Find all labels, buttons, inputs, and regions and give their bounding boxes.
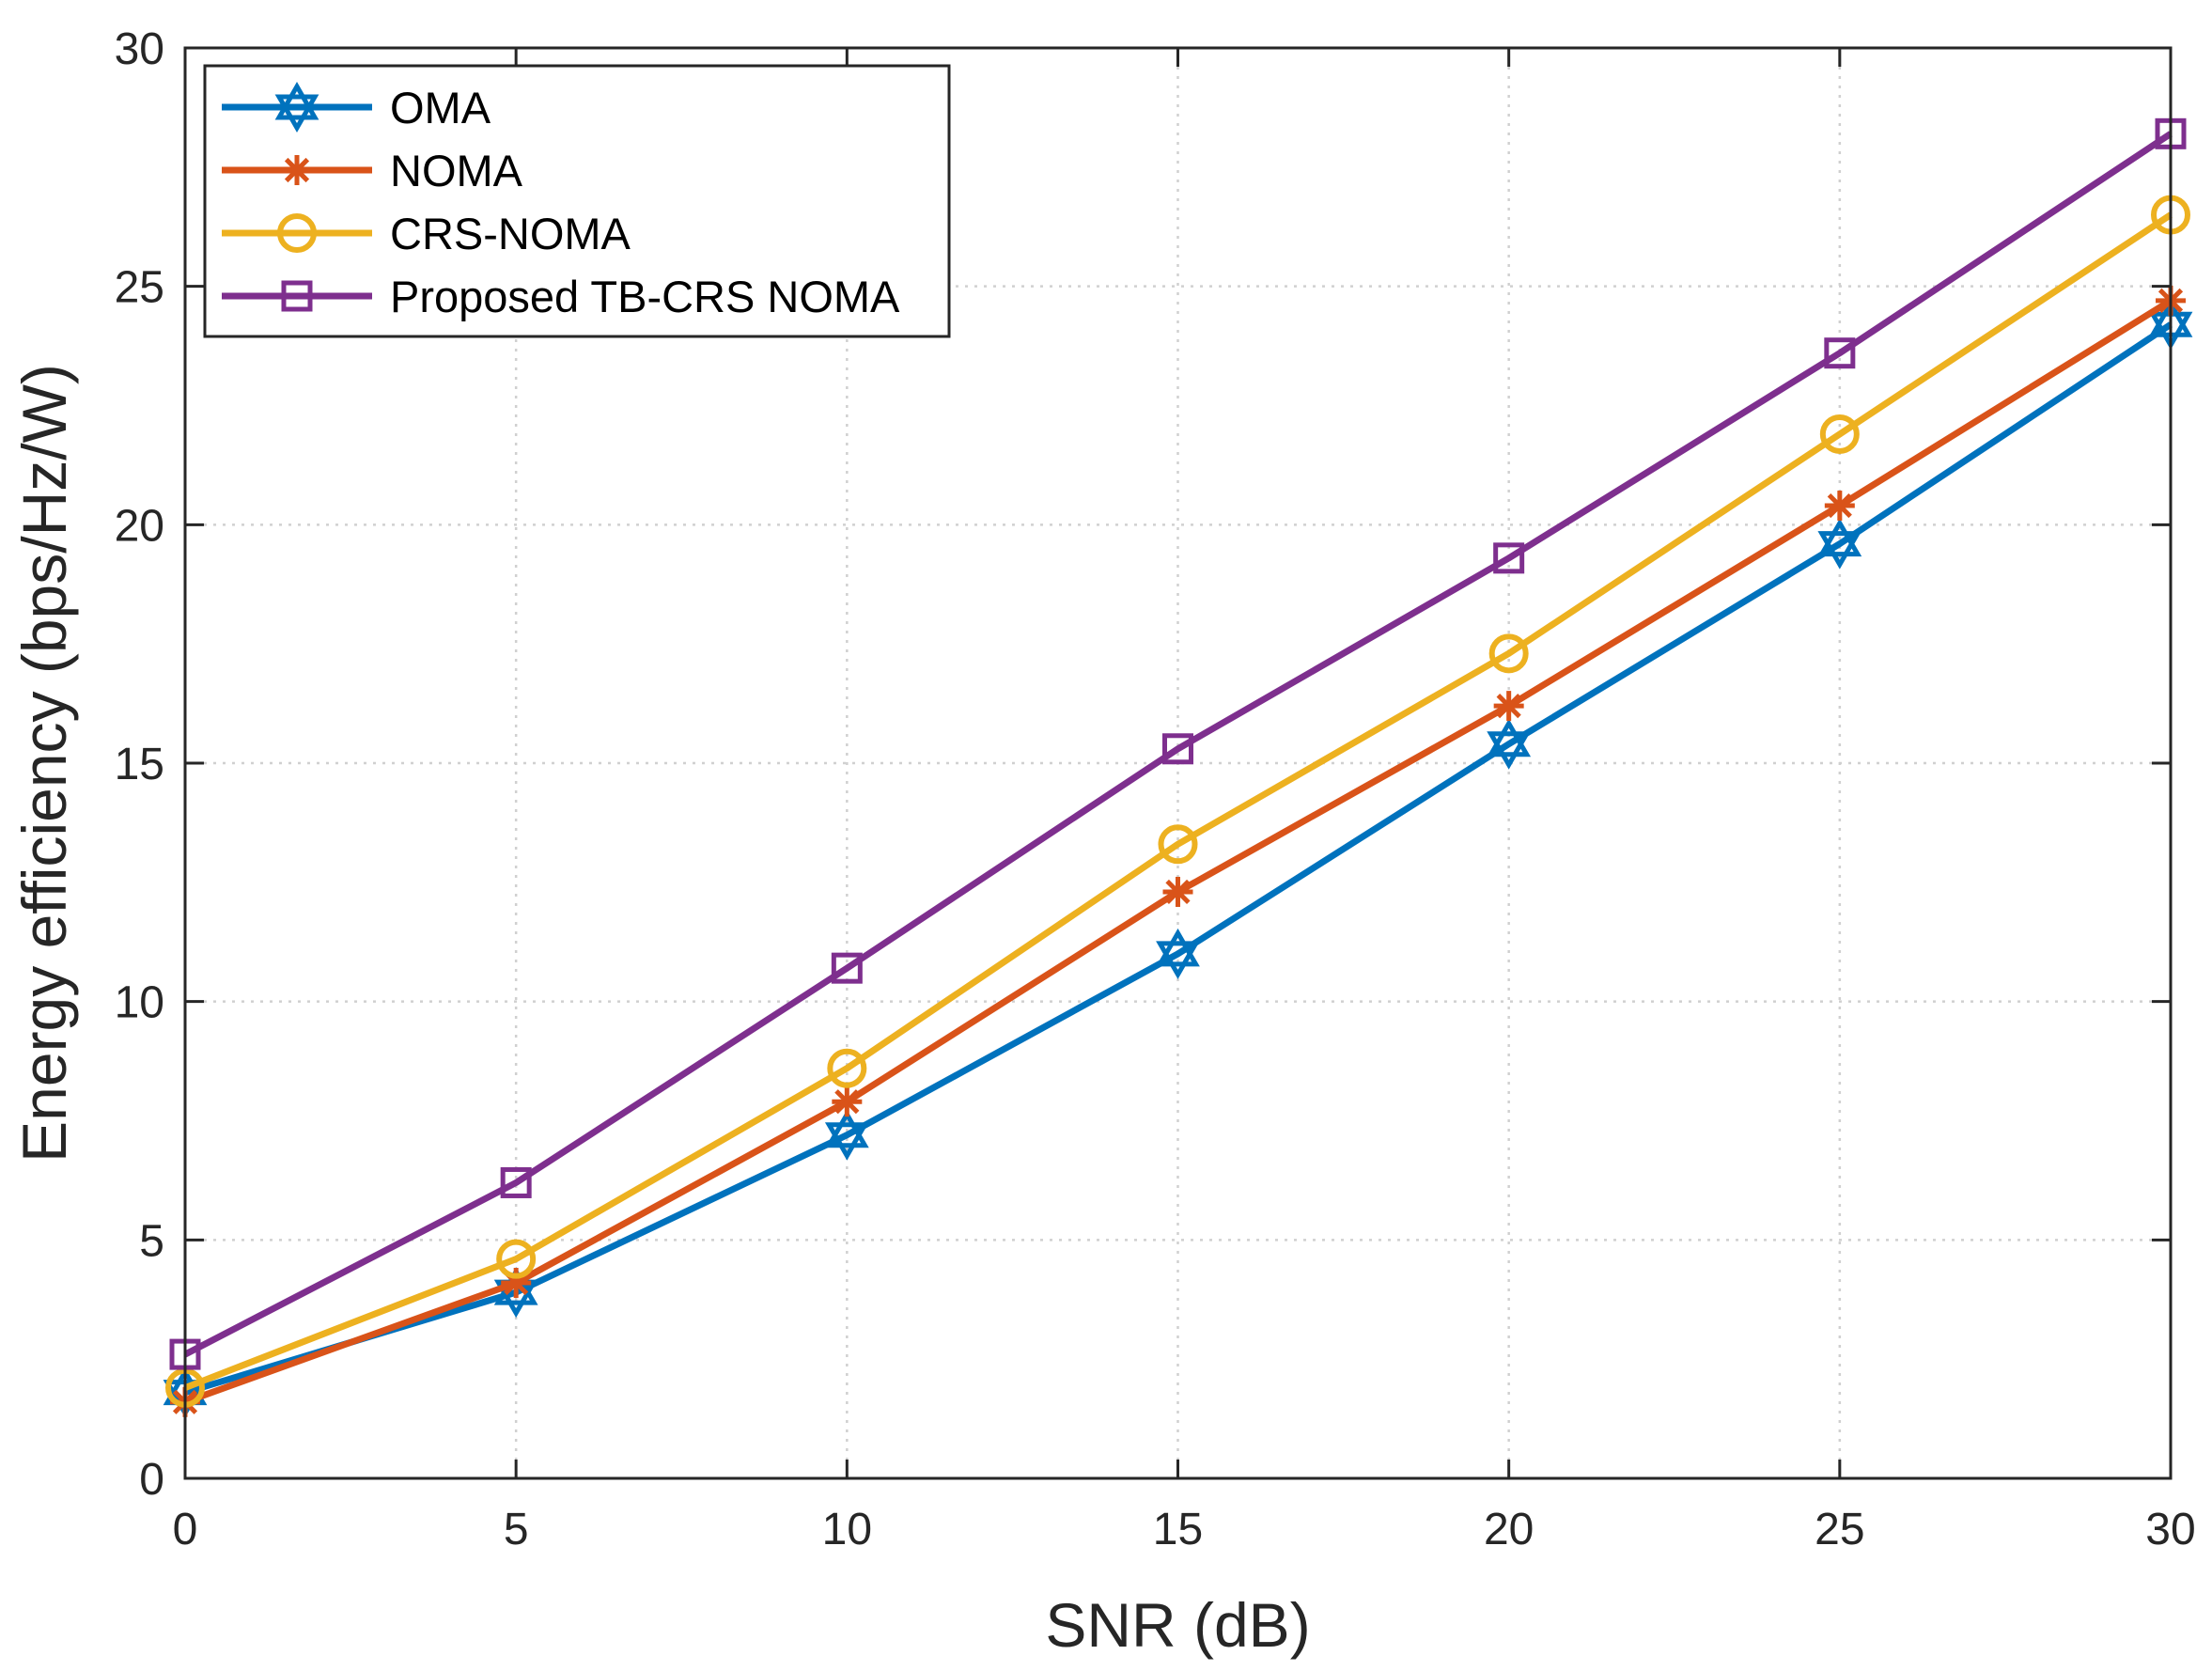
y-tick-label: 0 (139, 1455, 164, 1505)
series-line (183, 131, 2173, 1358)
legend-item: NOMA (222, 146, 523, 195)
y-tick-label: 30 (115, 24, 164, 74)
x-axis-label: SNR (dB) (1045, 1590, 1310, 1660)
legend-label: OMA (390, 83, 491, 133)
y-tick-label: 10 (115, 978, 164, 1028)
x-tick-label: 15 (1153, 1505, 1203, 1554)
legend-label: NOMA (390, 146, 523, 195)
x-tick-label: 0 (173, 1505, 198, 1554)
x-tick-labels: 0 5 10 15 20 25 30 (173, 1505, 2196, 1554)
data-point (832, 1086, 863, 1117)
series-crs-noma (165, 195, 2190, 1408)
data-point (827, 1048, 867, 1088)
data-point (1819, 414, 1860, 454)
x-tick-label: 10 (822, 1505, 872, 1554)
legend-box (203, 64, 951, 338)
x-tick-label: 30 (2145, 1505, 2195, 1554)
data-point (1488, 633, 1529, 674)
y-axis-label: Energy efficiency (bps/Hz/W) (9, 364, 79, 1163)
data-point (496, 1239, 537, 1279)
legend-label: CRS-NOMA (390, 209, 631, 258)
y-tick-labels: 0 5 10 15 20 25 30 (115, 24, 164, 1505)
data-point (824, 1109, 869, 1161)
series-layer (163, 117, 2193, 1418)
x-tick-label: 5 (504, 1505, 529, 1554)
legend-item: OMA (222, 81, 491, 133)
data-point (1493, 542, 1525, 574)
legend: OMA NOMA CRS-NOMA Proposed TB-CRS NOMA (203, 64, 951, 338)
y-tick-label: 5 (139, 1216, 164, 1266)
x-tick-label: 20 (1484, 1505, 1534, 1554)
y-tick-label: 15 (115, 740, 164, 789)
y-tick-label: 25 (115, 263, 164, 313)
legend-item: Proposed TB-CRS NOMA (222, 272, 900, 321)
x-tick-label: 25 (1815, 1505, 1864, 1554)
data-point (1817, 518, 1862, 570)
series-line (183, 211, 2173, 1391)
legend-item: CRS-NOMA (222, 209, 631, 258)
data-point (1487, 718, 1532, 770)
data-point (1156, 928, 1200, 979)
data-point (500, 1166, 532, 1198)
legend-marker (282, 155, 312, 185)
legend-label: Proposed TB-CRS NOMA (390, 272, 900, 321)
data-point (1158, 824, 1198, 865)
data-point (1162, 876, 1193, 907)
data-point (1824, 337, 1856, 369)
data-point (831, 952, 863, 984)
data-point (1162, 733, 1193, 765)
data-point (1493, 691, 1524, 722)
legend-marker (281, 280, 313, 312)
y-tick-label: 20 (115, 501, 164, 551)
axis-ticks (183, 46, 2173, 1480)
data-point (1824, 491, 1855, 522)
legend-marker (274, 81, 319, 133)
legend-marker (277, 213, 317, 253)
